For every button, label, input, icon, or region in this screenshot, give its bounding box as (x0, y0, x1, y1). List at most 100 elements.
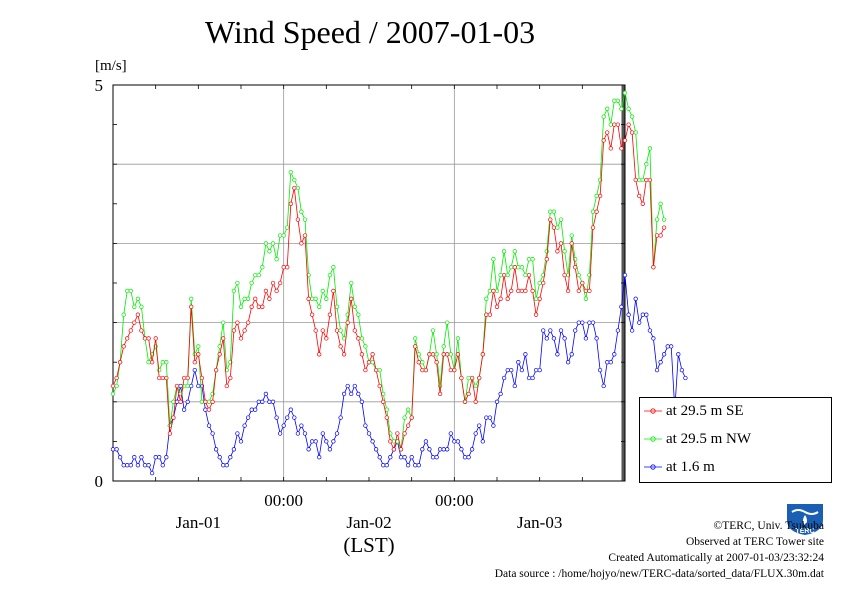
data-point-0 (459, 375, 464, 381)
data-point-1 (594, 193, 599, 199)
data-point-2 (626, 312, 631, 317)
data-point-0 (384, 415, 389, 420)
data-point-0 (238, 336, 244, 341)
data-point-2 (530, 375, 535, 381)
data-point-1 (274, 257, 279, 262)
data-point-0 (299, 241, 304, 246)
data-point-0 (590, 225, 596, 230)
data-point-0 (452, 367, 457, 373)
data-point-2 (647, 328, 653, 333)
data-point-0 (629, 130, 635, 135)
data-point-0 (132, 320, 137, 325)
data-point-2 (281, 423, 286, 428)
data-point-2 (128, 463, 133, 468)
data-point-1 (245, 296, 251, 301)
data-point-2 (125, 463, 130, 468)
data-point-0 (153, 336, 158, 341)
data-point-0 (427, 352, 432, 357)
data-point-2 (292, 415, 297, 420)
data-point-2 (526, 375, 532, 381)
data-point-0 (149, 360, 155, 365)
data-point-2 (363, 423, 368, 428)
observed-text: Observed at TERC Tower site (685, 536, 824, 548)
data-point-1 (231, 288, 237, 294)
data-point-0 (402, 431, 407, 436)
data-point-2 (181, 407, 187, 412)
data-point-0 (313, 328, 318, 333)
data-point-0 (445, 352, 450, 357)
data-point-1 (349, 280, 354, 286)
data-point-2 (110, 447, 116, 452)
data-point-0 (391, 447, 397, 452)
data-point-1 (562, 249, 567, 254)
x-axis-label: (LST) (343, 533, 394, 557)
data-point-0 (281, 265, 286, 270)
data-point-0 (533, 312, 539, 317)
data-point-0 (295, 217, 301, 222)
data-point-2 (619, 304, 624, 309)
data-point-1 (526, 257, 532, 262)
y-tick-label: 5 (95, 76, 104, 95)
data-point-1 (441, 344, 446, 349)
data-point-2 (203, 407, 208, 412)
data-point-0 (644, 177, 649, 183)
data-point-1 (583, 296, 589, 301)
data-point-2 (441, 447, 446, 452)
data-point-2 (352, 383, 357, 389)
data-point-1 (338, 328, 343, 333)
data-point-0 (434, 360, 439, 365)
data-point-2 (583, 336, 589, 341)
data-point-1 (448, 352, 453, 357)
data-point-0 (217, 352, 222, 357)
data-point-2 (480, 439, 485, 444)
data-point-0 (477, 375, 482, 381)
data-point-2 (263, 391, 269, 397)
data-point-2 (327, 447, 333, 452)
data-point-2 (334, 431, 340, 436)
data-point-0 (413, 344, 418, 349)
data-point-0 (331, 288, 336, 294)
data-point-1 (487, 288, 493, 294)
data-point-1 (466, 375, 471, 381)
data-point-1 (491, 257, 496, 262)
data-point-0 (619, 146, 624, 151)
data-point-0 (501, 272, 507, 278)
data-point-1 (253, 272, 258, 278)
data-point-1 (654, 217, 660, 222)
data-point-0 (466, 391, 471, 397)
data-point-0 (199, 375, 205, 381)
data-point-2 (601, 383, 606, 389)
data-point-1 (633, 130, 638, 135)
data-point-1 (114, 383, 119, 389)
data-point-1 (647, 146, 653, 151)
data-point-2 (505, 367, 510, 373)
data-point-1 (256, 272, 261, 278)
copyright-text: ©TERC, Univ. Tsukuba (713, 520, 824, 532)
data-point-0 (519, 288, 525, 294)
data-point-0 (345, 320, 350, 325)
data-point-2 (135, 463, 141, 468)
data-point-0 (242, 328, 247, 333)
data-point-2 (189, 383, 194, 389)
data-point-2 (114, 447, 119, 452)
data-point-2 (477, 423, 482, 428)
data-point-1 (221, 320, 226, 325)
data-point-1 (413, 336, 418, 341)
data-point-1 (558, 217, 564, 222)
data-point-2 (185, 399, 190, 404)
data-point-0 (654, 233, 660, 238)
data-point-2 (644, 312, 649, 317)
date-label: Jan-03 (517, 513, 562, 532)
data-point-1 (277, 233, 283, 238)
legend-label-1-6m: at 1.6 m (666, 458, 715, 475)
data-point-0 (661, 225, 667, 230)
data-point-2 (565, 360, 571, 365)
data-point-0 (341, 352, 347, 357)
data-point-2 (459, 447, 464, 452)
data-point-2 (270, 399, 276, 404)
data-point-0 (615, 122, 621, 127)
data-point-2 (320, 431, 325, 436)
data-point-2 (665, 344, 670, 349)
data-point-1 (533, 296, 539, 301)
